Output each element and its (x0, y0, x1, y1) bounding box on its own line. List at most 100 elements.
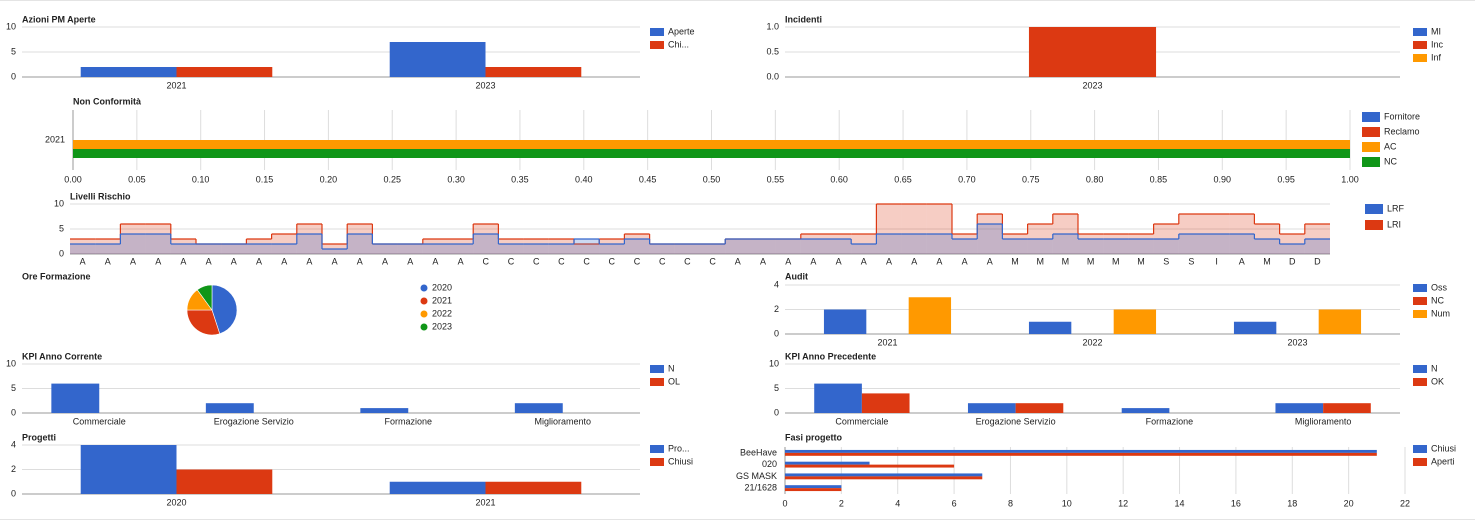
legend-swatch (650, 445, 664, 453)
x-tick-label: 0.25 (383, 174, 401, 184)
legend-label: 2022 (432, 308, 452, 318)
x-tick-label: M (1036, 256, 1044, 266)
x-tick-label: 0.35 (511, 174, 529, 184)
legend-swatch (1413, 284, 1427, 292)
y-tick-label: 21/1628 (744, 483, 777, 493)
legend-swatch (1413, 310, 1427, 318)
legend-label: 2020 (432, 282, 452, 292)
legend-swatch (650, 378, 664, 386)
x-tick-label: M (1062, 256, 1070, 266)
bar (785, 461, 870, 465)
legend-swatch (420, 284, 428, 292)
x-tick-label: A (306, 256, 312, 266)
area-step (1254, 239, 1280, 254)
area-step (170, 244, 196, 254)
area-step (750, 239, 776, 254)
area-step (296, 224, 322, 254)
area-step (926, 234, 952, 254)
legend-swatch (1362, 127, 1380, 137)
bar (1028, 27, 1157, 77)
legend-swatch (1362, 112, 1380, 122)
legend-label: N (1431, 363, 1438, 373)
area-step (977, 224, 1003, 254)
legend-swatch (420, 323, 428, 331)
legend-label: Chiusi (1431, 443, 1456, 453)
area-step (196, 244, 222, 254)
bar (176, 469, 273, 494)
x-tick-label: A (911, 256, 917, 266)
area-step (70, 244, 96, 254)
area-step (826, 239, 852, 254)
area-step (750, 239, 776, 254)
y-tick-label: 1.0 (766, 21, 779, 31)
bar (823, 309, 867, 334)
x-tick-label: 0.50 (703, 174, 721, 184)
legend-label: Inf (1431, 52, 1442, 62)
legend-swatch (650, 28, 664, 36)
area-step (322, 249, 348, 254)
x-tick-label: 14 (1175, 498, 1185, 508)
x-tick-label: A (760, 256, 766, 266)
x-tick-label: A (180, 256, 186, 266)
area-step (372, 244, 398, 254)
y-tick-label: 0.5 (766, 46, 779, 56)
area-step (1304, 239, 1330, 254)
x-tick-label: S (1188, 256, 1194, 266)
x-tick-label: C (609, 256, 616, 266)
legend-label: LRI (1387, 219, 1401, 229)
area-step (422, 244, 448, 254)
bar (1015, 403, 1064, 413)
x-tick-label: A (256, 256, 262, 266)
x-tick-label: 8 (1008, 498, 1013, 508)
legend-swatch (1365, 220, 1383, 230)
area-step (674, 244, 700, 254)
x-tick-label: Formazione (1146, 416, 1194, 426)
area-step (347, 234, 373, 254)
area-step (926, 204, 952, 254)
chart-title: Incidenti (785, 14, 822, 24)
legend-swatch (650, 365, 664, 373)
x-tick-label: 22 (1400, 498, 1410, 508)
y-tick-label: 2 (774, 304, 779, 314)
area-step (775, 239, 801, 254)
area-step (1103, 239, 1129, 254)
area-step (145, 234, 171, 254)
x-tick-label: A (281, 256, 287, 266)
legend-swatch (1413, 297, 1427, 305)
y-tick-label: 0 (774, 328, 779, 338)
x-tick-label: M (1263, 256, 1271, 266)
area-step (674, 244, 700, 254)
x-tick-label: 0.40 (575, 174, 593, 184)
chart-title: KPI Anno Precedente (785, 351, 876, 361)
x-tick-label: C (508, 256, 515, 266)
y-tick-label: 0.0 (766, 71, 779, 81)
x-tick-label: A (785, 256, 791, 266)
legend-label: AC (1384, 141, 1397, 151)
legend-swatch (1413, 41, 1427, 49)
x-tick-label: M (1087, 256, 1095, 266)
x-tick-label: C (558, 256, 565, 266)
x-tick-label: 0.70 (958, 174, 976, 184)
x-tick-label: 0.85 (1150, 174, 1168, 184)
legend-label: Aperti (1431, 456, 1455, 466)
area-step (372, 244, 398, 254)
x-tick-label: A (458, 256, 464, 266)
area-step (523, 244, 549, 254)
area-step (599, 244, 625, 254)
x-tick-label: 0.80 (1086, 174, 1104, 184)
x-tick-label: 0.65 (894, 174, 912, 184)
area-step (145, 224, 171, 254)
chart-title: Progetti (22, 432, 56, 442)
x-tick-label: A (231, 256, 237, 266)
x-tick-label: Erogazione Servizio (976, 416, 1056, 426)
area-step (1052, 234, 1078, 254)
x-tick-label: A (886, 256, 892, 266)
area-step (196, 244, 222, 254)
bar (1121, 408, 1170, 413)
area-step (1002, 239, 1028, 254)
chart-title: KPI Anno Corrente (22, 351, 102, 361)
area-step (523, 239, 549, 254)
x-tick-label: C (533, 256, 540, 266)
legend-swatch (1413, 378, 1427, 386)
x-tick-label: M (1137, 256, 1145, 266)
